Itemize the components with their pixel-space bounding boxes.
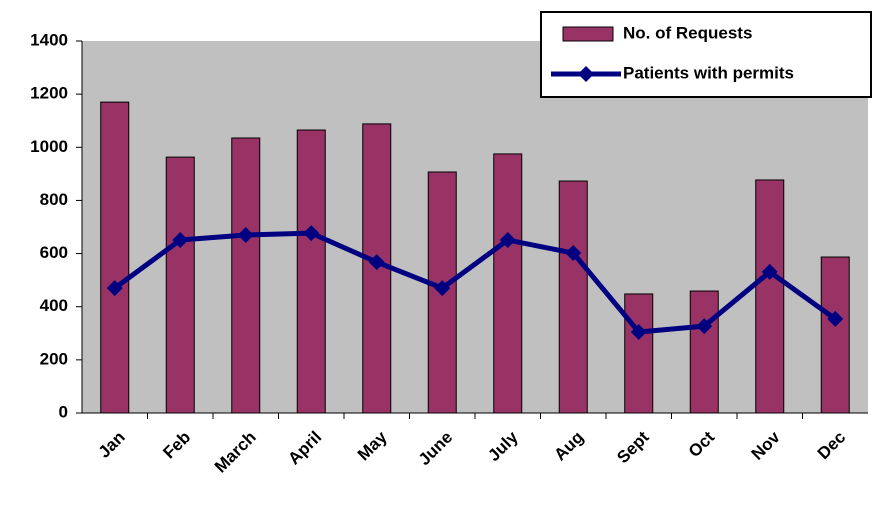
y-tick-label: 0	[59, 402, 68, 421]
y-tick-label: 1200	[30, 84, 68, 103]
x-tick-label: Aug	[550, 428, 587, 465]
x-tick-label: April	[284, 428, 325, 469]
legend-symbol	[578, 66, 594, 82]
y-tick-label: 800	[40, 190, 68, 209]
legend-label: No. of Requests	[623, 23, 752, 42]
marker	[368, 254, 385, 271]
bar	[493, 153, 523, 414]
marker	[696, 318, 713, 335]
y-tick-label: 600	[40, 243, 68, 262]
bar	[100, 101, 130, 414]
bar	[689, 290, 719, 414]
x-tick-label: Feb	[159, 428, 194, 463]
x-tick-label: Sept	[613, 427, 653, 467]
x-tick-label: May	[354, 427, 391, 464]
bar	[755, 179, 785, 414]
y-tick-label: 400	[40, 296, 68, 315]
marker	[434, 280, 451, 297]
marker	[499, 232, 516, 249]
marker	[630, 323, 647, 340]
bar	[820, 256, 850, 414]
legend-symbol	[562, 26, 614, 42]
line	[113, 230, 837, 335]
bar	[296, 129, 326, 414]
legend-box	[540, 11, 872, 98]
x-tick-label: July	[484, 427, 522, 465]
marker	[106, 280, 123, 297]
marker	[827, 310, 844, 327]
marker	[172, 232, 189, 249]
x-tick-label: Jan	[95, 428, 129, 462]
marker	[761, 263, 778, 280]
x-tick-label: Nov	[748, 427, 785, 464]
bar	[165, 156, 195, 414]
x-tick-label: March	[211, 428, 260, 477]
marker	[303, 225, 320, 242]
x-tick-label: Oct	[685, 427, 719, 461]
bar	[624, 293, 654, 414]
x-tick-label: June	[415, 428, 456, 469]
y-tick-label: 1000	[30, 137, 68, 156]
bar	[558, 180, 588, 414]
marker	[565, 245, 582, 262]
y-tick-label: 200	[40, 349, 68, 368]
bar	[231, 137, 261, 414]
x-tick-label: Dec	[814, 428, 849, 463]
legend-label: Patients with permits	[623, 63, 794, 82]
marker	[237, 226, 254, 243]
y-tick-label: 1400	[30, 30, 68, 49]
plot-background	[82, 41, 868, 413]
